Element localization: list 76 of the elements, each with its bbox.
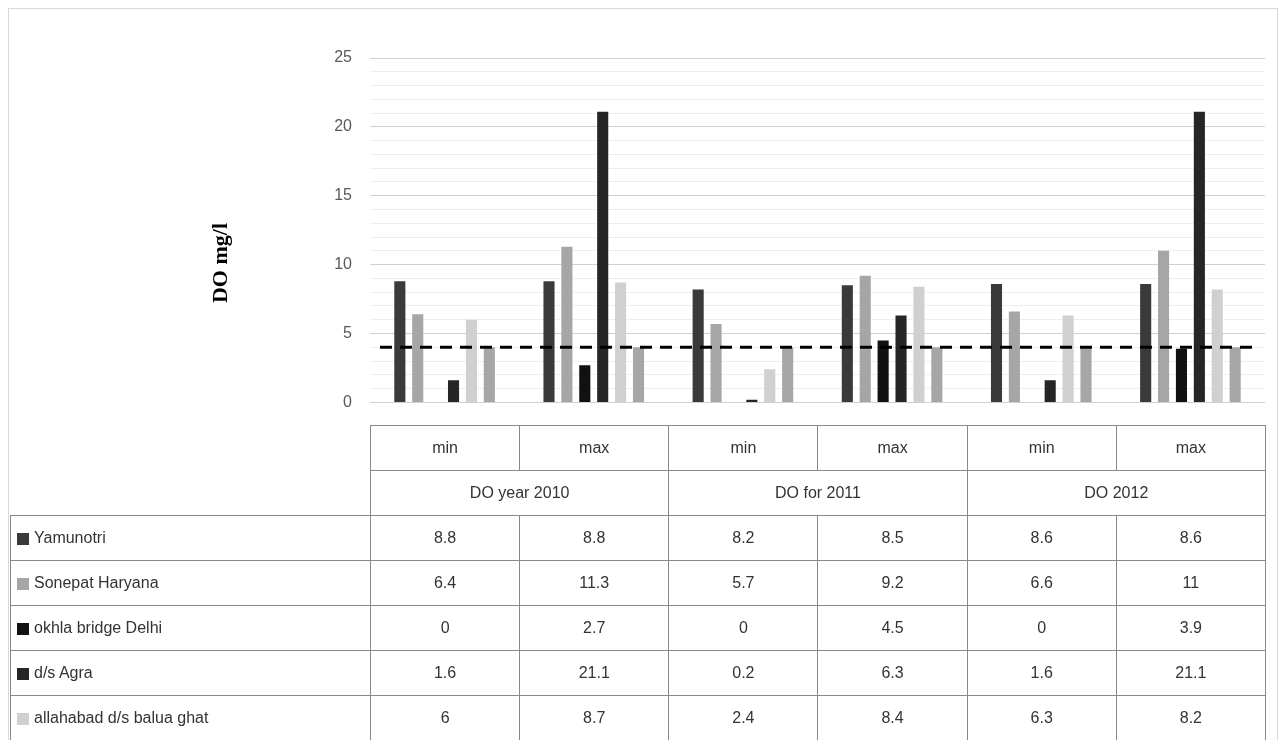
data-label: 8.5 bbox=[817, 515, 968, 561]
bar bbox=[394, 281, 406, 402]
text: DO for 2011 bbox=[668, 470, 968, 516]
bar bbox=[859, 275, 871, 402]
data-label: 6.3 bbox=[817, 650, 968, 696]
bar bbox=[877, 340, 889, 402]
data-label: 21.1 bbox=[1116, 650, 1266, 696]
bar bbox=[483, 347, 495, 402]
legend-label: Sonepat Haryana bbox=[10, 560, 371, 606]
data-label: 0.2 bbox=[668, 650, 818, 696]
y-tick-label: 10 bbox=[334, 255, 353, 273]
data-label: 0 bbox=[967, 605, 1117, 651]
data-label: 6.4 bbox=[370, 560, 520, 606]
data-label: 2.7 bbox=[519, 605, 669, 651]
legend-label: d/s Agra bbox=[10, 650, 371, 696]
data-label: 8.2 bbox=[1116, 695, 1266, 740]
data-label: 6.3 bbox=[967, 695, 1117, 740]
data-label: 8.6 bbox=[967, 515, 1117, 561]
legend-label: okhla bridge Delhi bbox=[10, 605, 371, 651]
data-label: 8.8 bbox=[519, 515, 669, 561]
data-label: 3.9 bbox=[1116, 605, 1266, 651]
y-tick-label: 25 bbox=[334, 48, 353, 66]
bar bbox=[692, 289, 704, 402]
bar bbox=[561, 246, 573, 402]
text: DO 2012 bbox=[967, 470, 1266, 516]
x-tick-label: max bbox=[817, 425, 968, 471]
bar bbox=[543, 281, 555, 402]
x-tick-label: min bbox=[668, 425, 818, 471]
data-label: 6.6 bbox=[967, 560, 1117, 606]
bar bbox=[1044, 380, 1056, 402]
data-label: 8.4 bbox=[817, 695, 968, 740]
y-axis-title: DO mg/l bbox=[207, 221, 233, 306]
bar bbox=[710, 323, 722, 402]
bar bbox=[990, 283, 1003, 402]
bar bbox=[895, 315, 907, 402]
data-label: 5.7 bbox=[668, 560, 818, 606]
bar bbox=[1008, 311, 1020, 402]
data-label: 1.6 bbox=[370, 650, 520, 696]
data-label: 8.6 bbox=[1116, 515, 1266, 561]
bar bbox=[597, 111, 609, 402]
data-label: 1.6 bbox=[967, 650, 1117, 696]
data-label: 0 bbox=[668, 605, 818, 651]
data-label: 6 bbox=[370, 695, 520, 740]
data-label: 8.8 bbox=[370, 515, 520, 561]
data-label: 9.2 bbox=[817, 560, 968, 606]
bar bbox=[841, 285, 853, 402]
data-label: 8.7 bbox=[519, 695, 669, 740]
bar bbox=[412, 314, 424, 402]
bar bbox=[1080, 347, 1092, 402]
bar bbox=[1229, 347, 1241, 402]
bar bbox=[782, 347, 794, 402]
bar bbox=[1193, 111, 1205, 402]
data-label: 8.2 bbox=[668, 515, 818, 561]
y-tick-label: 5 bbox=[343, 323, 353, 341]
x-tick-label: max bbox=[1116, 425, 1266, 471]
text: DO year 2010 bbox=[370, 470, 669, 516]
bar bbox=[447, 380, 460, 402]
y-tick-label: 0 bbox=[343, 392, 353, 410]
data-label: 21.1 bbox=[519, 650, 669, 696]
bar bbox=[632, 347, 645, 402]
bar bbox=[1140, 283, 1152, 402]
x-tick-label: max bbox=[519, 425, 669, 471]
data-label: 11.3 bbox=[519, 560, 669, 606]
data-label: 2.4 bbox=[668, 695, 818, 740]
legend-label: allahabad d/s balua ghat bbox=[10, 695, 371, 740]
legend-label: Yamunotri bbox=[10, 515, 371, 561]
x-tick-label: min bbox=[370, 425, 520, 471]
bar bbox=[931, 347, 943, 402]
y-tick-label: 20 bbox=[334, 117, 353, 135]
x-tick-label: min bbox=[967, 425, 1117, 471]
data-label: 11 bbox=[1116, 560, 1266, 606]
bar bbox=[1175, 348, 1188, 402]
bar bbox=[1158, 250, 1170, 402]
data-label: 4.5 bbox=[817, 605, 968, 651]
y-tick-label: 15 bbox=[334, 186, 353, 204]
bar bbox=[579, 365, 591, 402]
